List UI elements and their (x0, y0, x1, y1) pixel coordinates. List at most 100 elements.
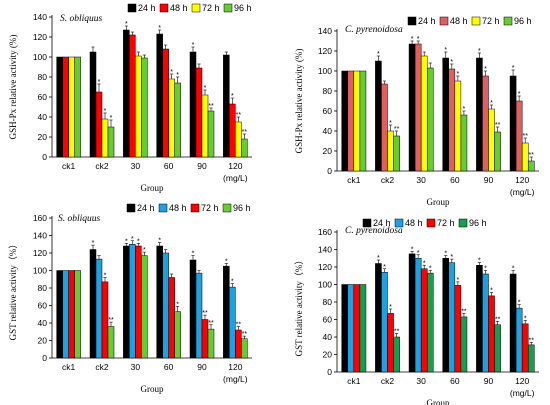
y-axis-label: GSH-Px relative activity (%) (294, 49, 304, 154)
x-tick-label: ck2 (381, 175, 395, 185)
bar (347, 70, 355, 172)
bar (168, 277, 175, 359)
bar (95, 91, 103, 158)
bar (359, 284, 367, 373)
x-tick-label: 30 (416, 175, 426, 185)
x-tick-label: 30 (416, 376, 426, 386)
bar (426, 67, 434, 172)
legend-swatch (223, 3, 233, 13)
chart-title: S. obliquus (58, 214, 101, 224)
y-axis-label: GST relative activity（%） (294, 256, 304, 357)
y-tick-label: 100 (33, 52, 47, 62)
significance-mark: ** (529, 337, 535, 344)
bar (341, 70, 349, 172)
significance-mark: * (518, 300, 521, 307)
bar (359, 70, 367, 172)
x-axis-label: Group (427, 398, 450, 405)
x-tick-label: 120 (228, 161, 242, 171)
x-axis-label: Group (141, 183, 164, 193)
significance-mark: * (456, 71, 459, 78)
bar (195, 67, 203, 158)
significance-mark: * (143, 247, 146, 254)
y-tick-label: 160 (318, 227, 332, 237)
bar (521, 142, 529, 172)
bar (101, 281, 109, 359)
legend-swatch (127, 3, 137, 13)
legend-label: 72 h (202, 3, 220, 13)
y-tick-label: 40 (323, 332, 333, 342)
x-tick-label: 30 (131, 161, 141, 171)
legend-label: 96 h (469, 218, 487, 228)
x-unit-label: (mg/L) (510, 388, 535, 398)
bar (189, 51, 197, 158)
bar (482, 75, 489, 172)
chart-title: S. obliquus (60, 14, 103, 24)
significance-mark: ** (461, 308, 467, 315)
bar (454, 80, 462, 172)
y-tick-label: 80 (323, 86, 333, 96)
significance-mark: ** (208, 320, 214, 327)
significance-mark: * (490, 287, 493, 294)
significance-mark: * (389, 304, 392, 311)
significance-mark: ** (394, 329, 400, 336)
bar (123, 29, 130, 158)
significance-mark: * (377, 51, 380, 58)
legend-label: 24 h (418, 16, 436, 26)
bar (509, 75, 517, 172)
x-tick-label: ck2 (381, 376, 395, 386)
bar (141, 57, 148, 158)
bar (241, 338, 248, 359)
bar (129, 244, 136, 359)
bar (375, 60, 382, 172)
bar (141, 255, 148, 359)
significance-mark: ** (202, 310, 208, 317)
x-tick-label: 60 (164, 161, 174, 171)
bar (442, 258, 450, 373)
x-tick-label: 90 (197, 161, 207, 171)
bar (387, 313, 394, 373)
legend-swatch (394, 218, 404, 228)
legend-label: 72 h (482, 16, 500, 26)
significance-mark: ** (522, 133, 528, 140)
y-tick-label: 40 (38, 112, 48, 122)
significance-mark: * (158, 238, 161, 245)
x-tick-label: ck1 (347, 376, 361, 386)
legend-label: 96 h (514, 16, 532, 26)
significance-mark: ** (242, 331, 248, 338)
bar (62, 270, 69, 359)
chart-title: C. pyrenoidosa (345, 25, 403, 35)
significance-mark: * (423, 260, 426, 267)
bar (229, 286, 236, 359)
significance-mark: * (92, 240, 95, 247)
y-tick-label: 0 (327, 166, 332, 176)
bar (223, 265, 230, 359)
significance-mark: * (490, 100, 493, 107)
y-tick-label: 80 (38, 283, 48, 293)
significance-mark: * (170, 69, 173, 76)
bar (414, 43, 422, 172)
bar (375, 263, 382, 373)
bar (207, 110, 215, 158)
bar (488, 295, 495, 373)
significance-mark: * (484, 66, 487, 73)
y-tick-label: 160 (33, 213, 47, 223)
y-tick-label: 20 (38, 336, 48, 346)
legend-swatch (158, 203, 168, 213)
bar (235, 329, 242, 359)
y-tick-label: 140 (318, 245, 332, 255)
x-tick-label: ck2 (95, 161, 109, 171)
bar (68, 56, 75, 158)
legend-label: 96 h (233, 203, 251, 213)
bar (174, 82, 181, 158)
y-tick-label: 140 (33, 231, 47, 241)
bar (201, 94, 209, 158)
legend-swatch (503, 16, 513, 26)
bar (195, 272, 203, 359)
bar (74, 270, 81, 359)
y-tick-label: 20 (323, 146, 333, 156)
legend-label: 48 h (169, 203, 187, 213)
bar (442, 57, 450, 172)
y-tick-label: 0 (42, 152, 47, 162)
bar (460, 316, 468, 373)
